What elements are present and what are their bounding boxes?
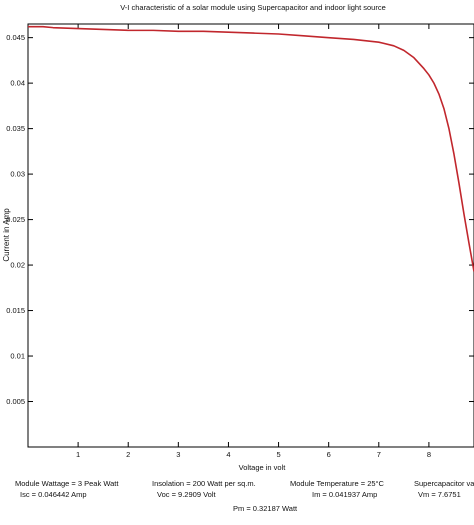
x-tick-label: 1 [76,450,80,459]
y-tick-label: 0.015 [6,306,25,315]
x-tick-label: 6 [327,450,331,459]
y-tick-label: 0.04 [10,79,25,88]
x-tick-label: 8 [427,450,431,459]
vm-text: Vm = 7.6751 [418,490,461,499]
y-tick-label: 0.03 [10,170,25,179]
y-tick-label: 0.005 [6,397,25,406]
x-tick-label: 7 [377,450,381,459]
isc-text: Isc = 0.046442 Amp [20,490,87,499]
y-axis: 0.005 0.01 0.015 0.02 0.025 0.03 0.035 0.04 0.04… [6,33,474,406]
supercapacitor-text: Supercapacitor value [414,479,474,488]
module-temperature-text: Module Temperature = 25°C [290,479,384,488]
y-tick-label: 0.045 [6,33,25,42]
chart-title: V-I characteristic of a solar module usi… [120,3,386,12]
x-axis-label: Voltage in volt [239,463,287,472]
module-wattage-text: Module Wattage = 3 Peak Watt [15,479,119,488]
y-tick-label: 0.035 [6,124,25,133]
insolation-text: Insolation = 200 Watt per sq.m. [152,479,256,488]
y-tick-label: 0.02 [10,261,25,270]
plot-area [27,23,474,448]
y-axis-label: Current in Amp [2,208,11,262]
voc-text: Voc = 9.2909 Volt [157,490,216,499]
x-tick-label: 4 [226,450,230,459]
series-line [28,25,474,272]
pm-text: Pm = 0.32187 Watt [233,504,298,513]
y-tick-label: 0.01 [10,352,25,361]
x-tick-label: 5 [276,450,280,459]
im-text: Im = 0.041937 Amp [312,490,378,499]
y-tick-label: 0.025 [6,215,25,224]
x-tick-label: 2 [126,450,130,459]
x-tick-label: 3 [176,450,180,459]
